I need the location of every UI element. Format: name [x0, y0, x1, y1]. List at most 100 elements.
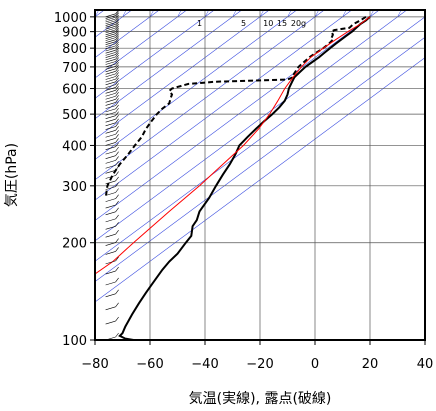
- wind-barb: [115, 74, 119, 80]
- wind-barb: [115, 86, 119, 91]
- wind-barb: [105, 18, 116, 23]
- wind-barb: [105, 13, 116, 18]
- wind-barb: [115, 200, 119, 206]
- wind-barb: [115, 316, 119, 322]
- wind-barb: [115, 247, 119, 252]
- wind-barb: [105, 27, 116, 32]
- wind-barb: [115, 176, 119, 182]
- adiabat-line: [369, 10, 374, 17]
- wind-barb: [115, 108, 119, 113]
- wind-barb: [105, 138, 116, 142]
- wind-barb: [105, 16, 116, 21]
- x-tick-label: −40: [191, 357, 218, 372]
- wind-barb: [115, 25, 119, 31]
- wind-barb: [105, 25, 116, 30]
- mixing-ratio-label: 15: [277, 19, 287, 28]
- wind-barb: [115, 27, 119, 32]
- wind-barb: [115, 64, 119, 69]
- wind-barb: [115, 207, 119, 212]
- wind-barb: [115, 18, 119, 23]
- wind-barb: [105, 22, 116, 26]
- wind-barb: [115, 194, 119, 199]
- wind-barb: [115, 230, 119, 235]
- wind-barb: [105, 15, 116, 19]
- parcel-line: [95, 16, 371, 275]
- adiabat-line: [314, 10, 319, 17]
- wind-barb: [115, 50, 119, 55]
- wind-barb: [105, 175, 116, 179]
- wind-barb: [105, 150, 116, 155]
- wind-barb: [105, 118, 116, 123]
- axis-layer: −80 −60 −40 −20 0 20 40 100 200 300 400 500 600 700 80…: [54, 11, 433, 372]
- wind-barb: [115, 29, 119, 34]
- adiabat-line: [204, 10, 209, 17]
- wind-barb: [115, 52, 119, 58]
- wind-barb: [105, 24, 116, 28]
- wind-barb: [105, 58, 116, 63]
- wind-barb: [115, 266, 119, 272]
- wind-barb: [115, 80, 119, 85]
- wind-barb: [105, 133, 116, 138]
- wind-barb: [115, 37, 119, 42]
- wind-barb: [105, 160, 116, 164]
- isotherm-line: [95, 57, 425, 303]
- wind-barb: [115, 67, 119, 72]
- wind-barb: [105, 146, 116, 151]
- wind-barb: [115, 89, 119, 94]
- wind-barb: [105, 260, 116, 265]
- wind-barb: [105, 92, 116, 97]
- y-tick-label: 100: [62, 334, 87, 349]
- wind-barb: [115, 20, 119, 25]
- wind-barb: [115, 142, 119, 147]
- wind-barb: [115, 59, 119, 65]
- wind-barb: [105, 186, 116, 190]
- wind-barb: [105, 142, 116, 146]
- wind-barb: [115, 43, 119, 49]
- wind-barb: [105, 155, 116, 159]
- wind-barb: [105, 108, 116, 113]
- x-tick-label: −20: [246, 357, 273, 372]
- wind-barb: [115, 166, 119, 171]
- wind-barb: [105, 95, 116, 100]
- wind-barb: [115, 48, 119, 53]
- wind-barb: [115, 21, 119, 27]
- wind-barb: [105, 170, 116, 174]
- wind-barb: [105, 90, 116, 94]
- wind-barb: [105, 61, 116, 65]
- series-layer: [95, 15, 371, 340]
- wind-barb: [105, 41, 116, 45]
- wind-barb: [115, 45, 119, 51]
- wind-barb: [115, 146, 119, 152]
- wind-barb: [105, 66, 116, 70]
- wind-barb: [115, 57, 119, 62]
- wind-barb: [105, 198, 116, 202]
- wind-barb: [105, 63, 116, 68]
- wind-barb: [105, 20, 116, 25]
- mixing-ratio-label: 1: [197, 19, 202, 28]
- wind-barb: [105, 99, 116, 103]
- wind-barb: [115, 11, 119, 16]
- wind-barb: [105, 52, 116, 56]
- wind-barb: [105, 320, 116, 325]
- wind-barb: [115, 69, 119, 75]
- wind-barb: [115, 39, 119, 44]
- wind-barb: [115, 151, 119, 156]
- wind-barb: [115, 95, 119, 100]
- wind-barb: [105, 31, 116, 36]
- y-tick-label: 300: [62, 180, 87, 195]
- y-tick-label: 1000: [54, 11, 87, 26]
- wind-barb: [105, 105, 116, 109]
- wind-barb: [115, 302, 119, 307]
- dewpoint-line: [105, 15, 367, 196]
- wind-barb: [105, 233, 116, 238]
- y-tick-label: 700: [62, 61, 87, 76]
- wind-barbs: [105, 10, 119, 340]
- wind-barb: [105, 164, 116, 169]
- wind-barb: [105, 84, 116, 88]
- wind-barb: [115, 134, 119, 139]
- wind-barb: [105, 71, 116, 75]
- adiabat-line: [342, 10, 347, 17]
- wind-barb: [115, 16, 119, 21]
- x-tick-label: 0: [311, 357, 319, 372]
- wind-barb: [105, 111, 116, 116]
